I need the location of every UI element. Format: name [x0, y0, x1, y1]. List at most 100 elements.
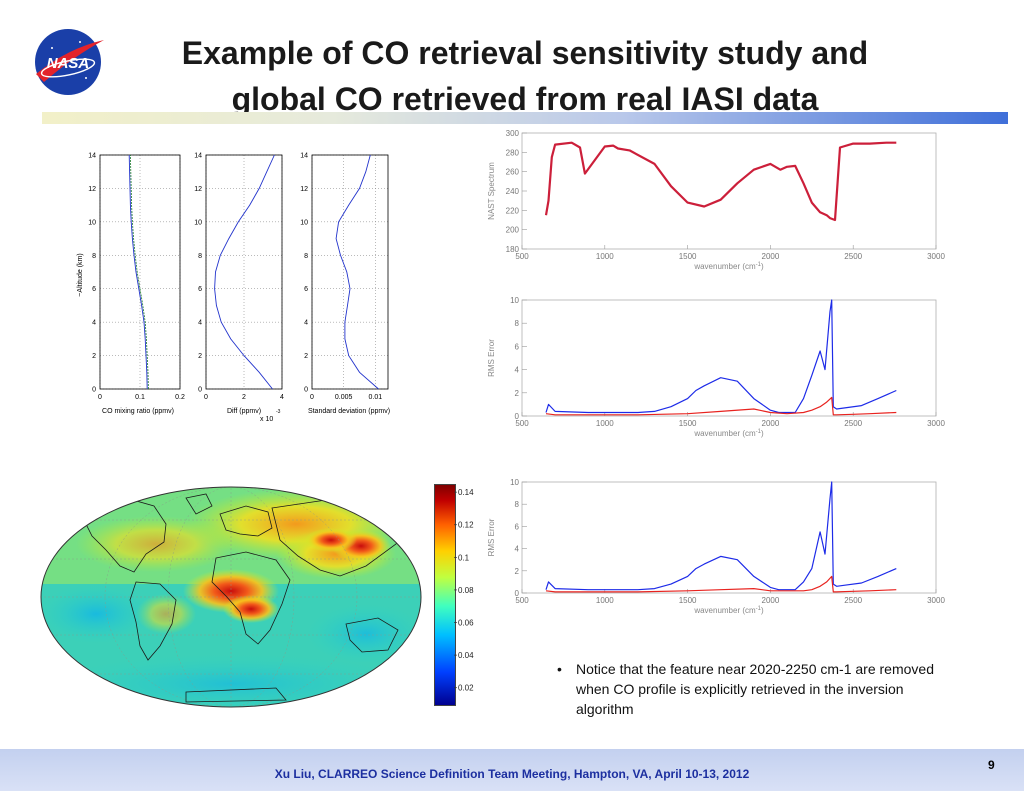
- rms-error-chart-1: 0 2 4 6 8 10 500 1000 1500 2000 2500 3000 wavenumber…: [487, 296, 945, 438]
- y-tick-label: 10: [194, 219, 202, 226]
- colorbar-tick-label: 0.08: [458, 586, 474, 595]
- series-line: [544, 141, 897, 222]
- x-tick-label: 2500: [844, 419, 862, 428]
- diff-label: Diff (ppmv): [227, 408, 261, 415]
- y-tick-label: 300: [506, 129, 520, 138]
- y-axis-label: NAST Spectrum: [487, 162, 496, 220]
- x-tick-label: 1500: [679, 596, 697, 605]
- x-axis-label-sup: -1: [756, 262, 762, 268]
- bullet-marker: •: [557, 661, 562, 677]
- x-axis-label: wavenumber (cm-1): [693, 606, 764, 615]
- colorbar-tick-label: 0.1: [458, 553, 470, 562]
- x-tick-label: 1500: [679, 419, 697, 428]
- footer-text: Xu Liu, CLARREO Science Definition Team …: [274, 767, 750, 781]
- y-tick-label: 2: [198, 353, 202, 360]
- y-tick-label: 4: [304, 320, 308, 327]
- colorbar-tick-label: 0.12: [458, 521, 474, 530]
- series-line: [545, 481, 897, 591]
- bullet-text: Notice that the feature near 2020-2250 c…: [576, 661, 934, 717]
- co-mixing-ratio-panel: 0 2 4 6 8 10 12 14 0 0.1 0.2: [88, 153, 185, 402]
- profile-line: [335, 154, 379, 390]
- plot-frame: [521, 481, 937, 594]
- y-tick-label: 2: [515, 389, 520, 398]
- x-axis-label-end: ): [761, 262, 764, 271]
- x-axis-label-sup: -1: [756, 429, 762, 435]
- y-tick-label: 2: [304, 353, 308, 360]
- slide-title-line-2: global CO retrieved from real IASI data: [231, 81, 819, 117]
- profile-line: [128, 154, 148, 390]
- y-tick-label: 4: [515, 366, 520, 375]
- profile-panels: 0 2 4 6 8 10 12 14 0 0.1 0.2 0 2 4 6 8 10 12 14 0 2 4 0 2 4 6 8 1…: [77, 153, 390, 424]
- y-tick-label: 180: [506, 245, 520, 254]
- y-tick-label: 4: [92, 320, 96, 327]
- colorbar-tick-label: 0.02: [458, 684, 474, 693]
- x-tick-label: 2500: [844, 252, 862, 261]
- series-line: [545, 299, 897, 414]
- x-tick-label: 0: [98, 394, 102, 401]
- x-tick-label: 0: [310, 394, 314, 401]
- x-axis-label: wavenumber (cm-1): [693, 429, 764, 438]
- colorbar-tick-label: 0.14: [458, 488, 474, 497]
- footer-bar: [0, 749, 1024, 791]
- colorbar-ticks: 0.14 0.12 0.1 0.08 0.06 0.04 0.02: [454, 488, 474, 693]
- y-tick-label: 0: [198, 387, 202, 394]
- y-axis-label: RMS Error: [487, 339, 496, 377]
- title-underline-bar: [42, 112, 1008, 124]
- y-tick-label: 4: [515, 545, 520, 554]
- x-tick-label: 500: [515, 596, 529, 605]
- x-tick-label: 2500: [844, 596, 862, 605]
- co-mixing-ratio-label: CO mixing ratio (ppmv): [102, 408, 174, 415]
- y-tick-label: 10: [300, 219, 308, 226]
- y-tick-label: 8: [515, 500, 520, 509]
- x-axis-label-end: ): [761, 429, 764, 438]
- x-tick-label: 0.005: [335, 394, 353, 401]
- x-axis-label: wavenumber (cm-1): [693, 262, 764, 271]
- y-tick-label: 0: [304, 387, 308, 394]
- x-tick-label: 3000: [927, 596, 945, 605]
- y-tick-label: 12: [194, 186, 202, 193]
- x-tick-label: 500: [515, 252, 529, 261]
- x-tick-label: 3000: [927, 419, 945, 428]
- x-tick-label: 0.1: [135, 394, 145, 401]
- x-tick-label: 0.01: [369, 394, 383, 401]
- y-tick-label: 8: [515, 319, 520, 328]
- y-tick-label: 6: [198, 286, 202, 293]
- plot-frame: [521, 299, 937, 417]
- page-number: 9: [988, 758, 995, 772]
- y-tick-label: 6: [92, 286, 96, 293]
- plot-frame: [311, 154, 389, 390]
- x-tick-label: 1500: [679, 252, 697, 261]
- nasa-logo: NASA: [35, 29, 104, 95]
- rms-error-chart-2: 0 2 4 6 8 10 500 1000 1500 2000 2500 3000 wavenumber…: [487, 478, 945, 615]
- y-tick-label: 6: [515, 342, 520, 351]
- y-tick-label: 10: [88, 219, 96, 226]
- x-axis-label-sup: -1: [756, 606, 762, 612]
- series-line: [545, 396, 897, 416]
- nast-spectrum-chart: 180 200 220 240 260 280 300 500 1000 1500 2000 2500…: [487, 129, 945, 271]
- y-tick-label: 0: [92, 387, 96, 394]
- y-axis-label: RMS Error: [487, 518, 496, 556]
- diff-panel: 0 2 4 6 8 10 12 14 0 2 4: [194, 153, 284, 402]
- bullet-note: • Notice that the feature near 2020-2250…: [557, 659, 937, 719]
- y-tick-label: 2: [92, 353, 96, 360]
- y-tick-label: 260: [506, 168, 520, 177]
- y-tick-label: 14: [194, 153, 202, 160]
- plot-frame: [99, 154, 181, 390]
- slide-title-line-1: Example of CO retrieval sensitivity stud…: [181, 35, 869, 71]
- x-tick-label: 2: [242, 394, 246, 401]
- slide-title: Example of CO retrieval sensitivity stud…: [110, 30, 940, 122]
- plot-frame: [205, 154, 283, 390]
- y-tick-label: 6: [515, 522, 520, 531]
- x-tick-label: 2000: [762, 596, 780, 605]
- y-tick-label: 220: [506, 206, 520, 215]
- x-tick-label: 1000: [596, 252, 614, 261]
- y-tick-label: 6: [304, 286, 308, 293]
- y-tick-label: 8: [92, 253, 96, 260]
- x-tick-label: 500: [515, 419, 529, 428]
- y-tick-label: 10: [510, 296, 519, 305]
- x-axis-label-end: ): [761, 606, 764, 615]
- global-co-map: [40, 486, 422, 708]
- std-dev-label: Standard deviation (ppmv): [308, 408, 390, 415]
- x-tick-label: 0: [204, 394, 208, 401]
- y-tick-label: 2: [515, 567, 520, 576]
